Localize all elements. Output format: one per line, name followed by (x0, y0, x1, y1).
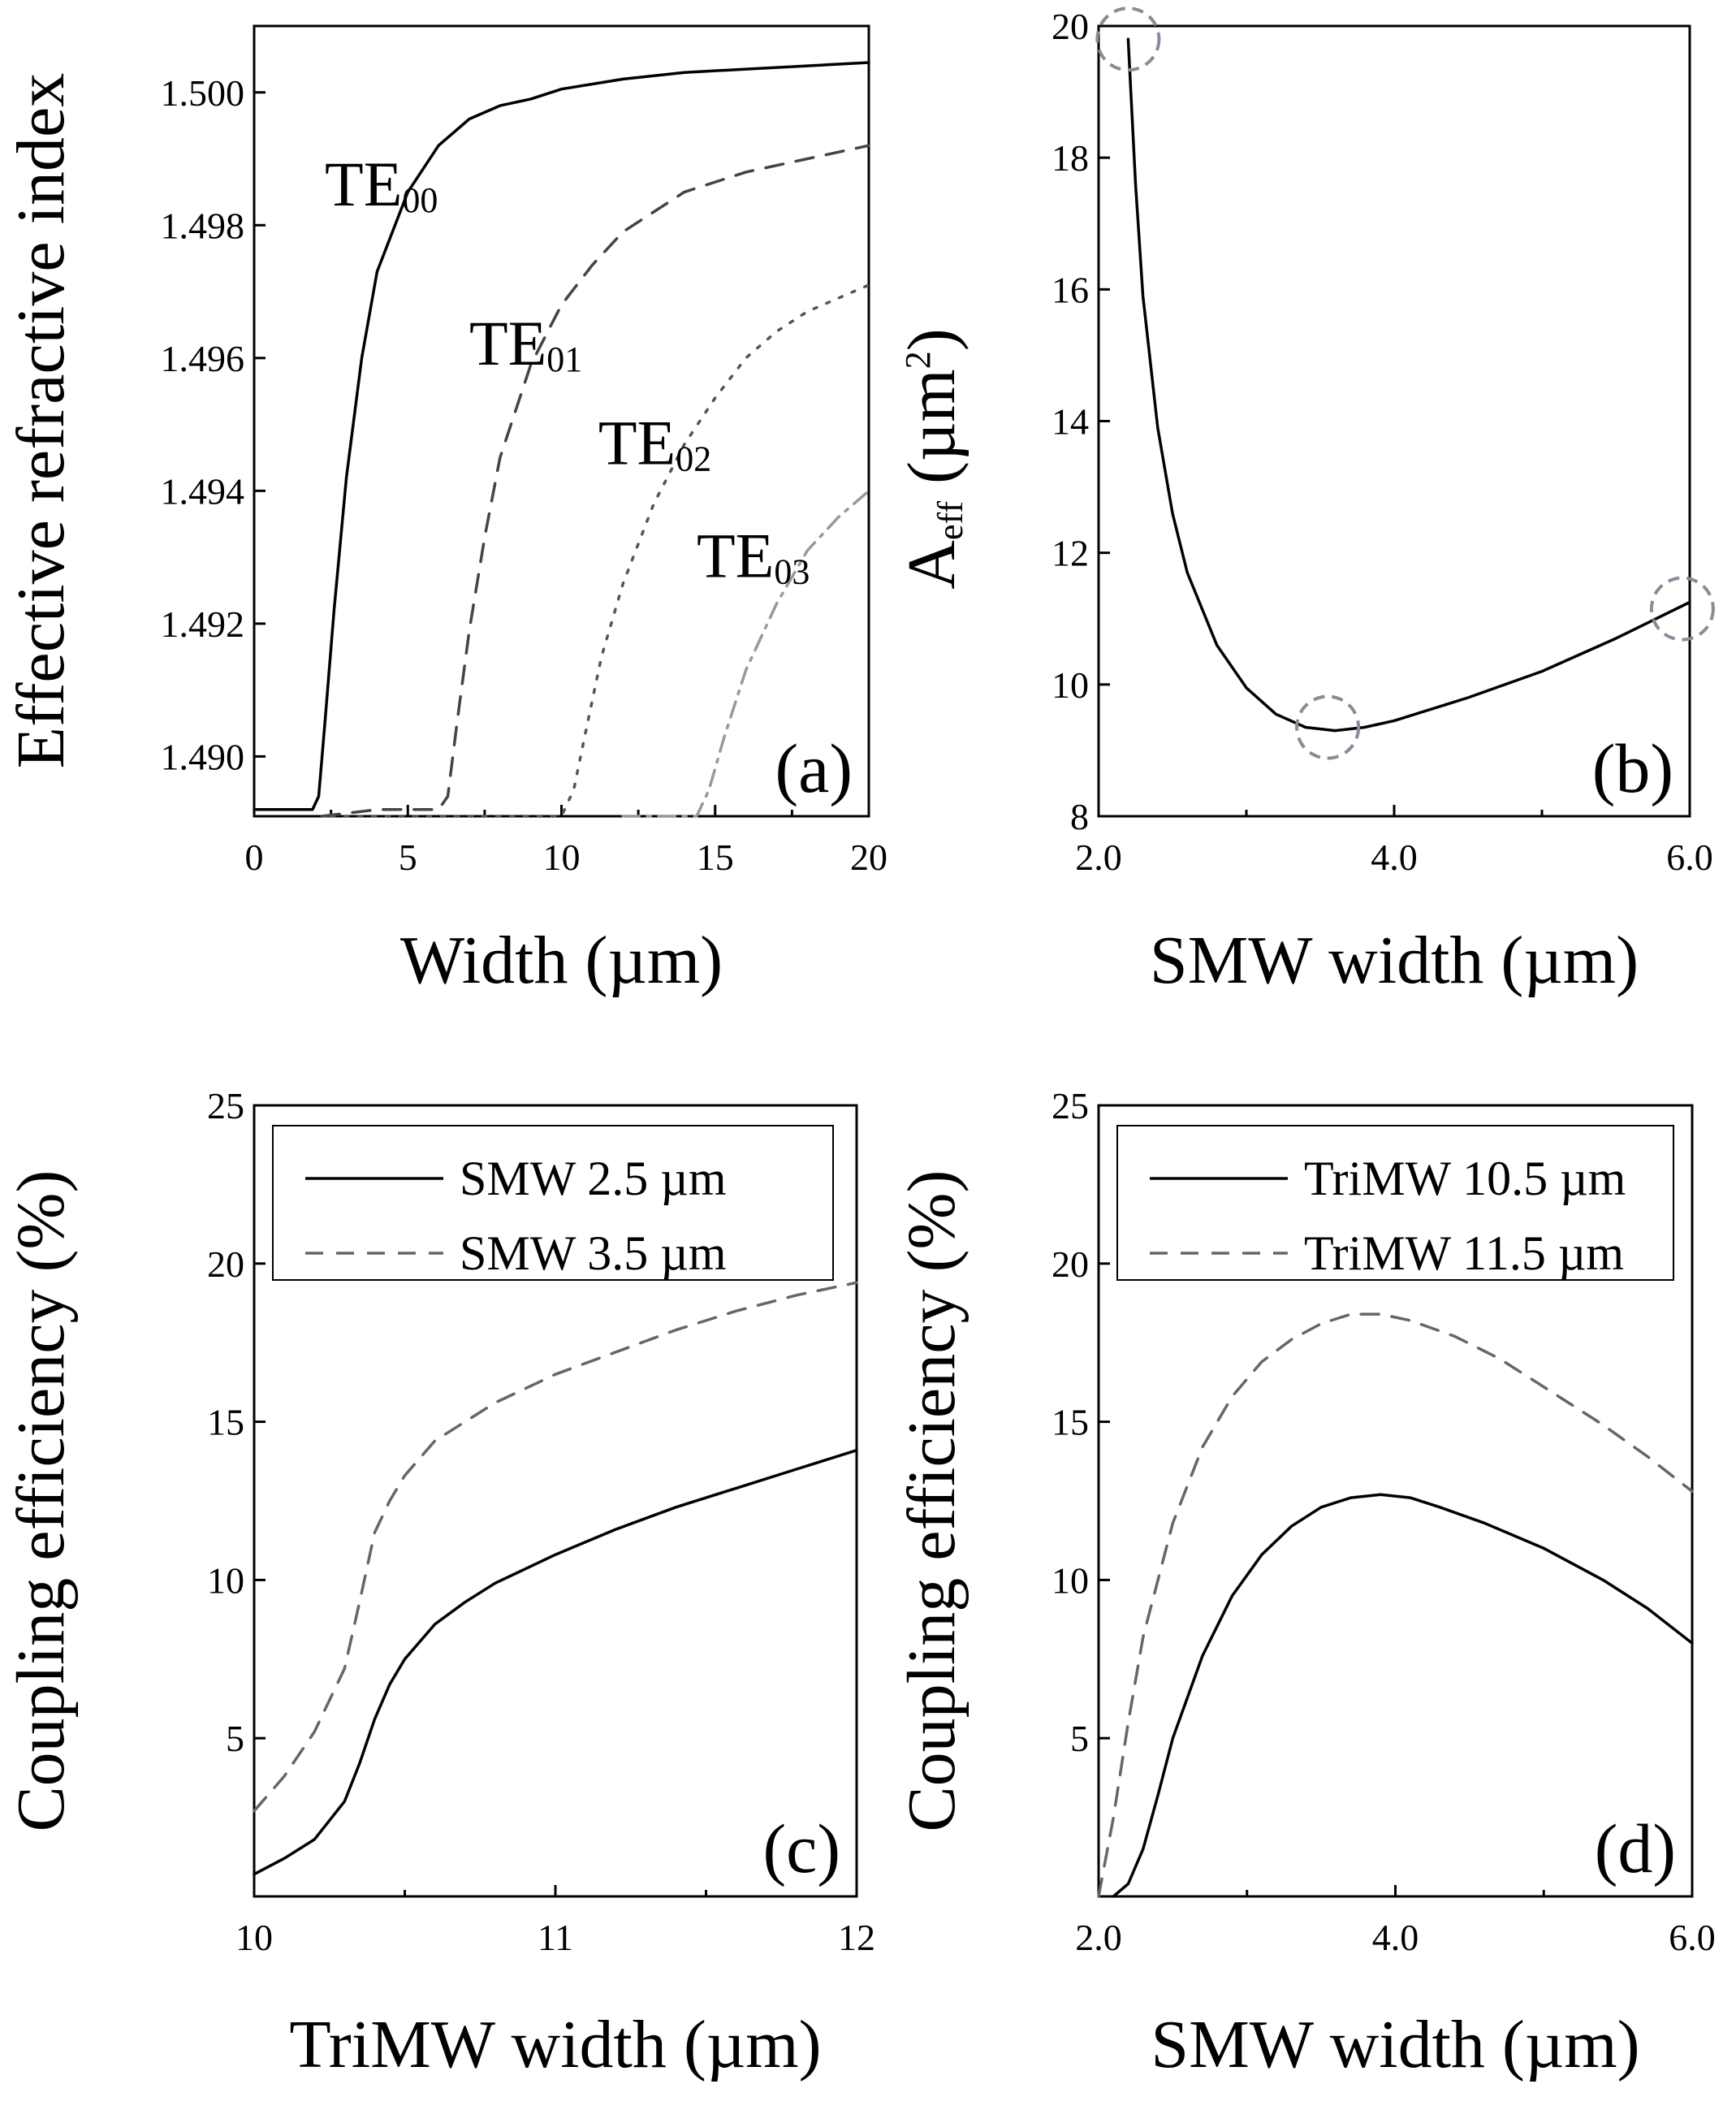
series-line-smw-2-5-m (253, 1448, 858, 1876)
y-tick-label: 25 (207, 1085, 244, 1126)
x-tick-label: 10 (235, 1917, 273, 1958)
chart-panel-b: 2.0 4.0 6.0 8 10 12 14 16 18 20 (b) SMW width (µm) A… (894, 6, 1715, 998)
y-tick-label: 1.500 (161, 72, 245, 114)
series-line-smw-3-5-m (253, 1281, 858, 1813)
y-tick-label: 20 (1052, 6, 1089, 47)
y-tick-label: 1.492 (161, 603, 245, 645)
highlight-circle (1295, 694, 1361, 760)
x-axis-label: SMW width (µm) (1150, 923, 1639, 998)
plot-frame (253, 24, 870, 818)
legend-label: SMW 3.5 µm (460, 1226, 727, 1280)
mode-label-subscript: 03 (774, 552, 810, 592)
y-tick-label: 1.496 (161, 338, 245, 379)
highlight-circle (1649, 576, 1715, 642)
series-line-te00 (253, 61, 870, 811)
series-line-trimw-11-5-m (1097, 1312, 1694, 1898)
y-tick-label: 15 (1052, 1402, 1089, 1443)
y-tick-label: 14 (1052, 401, 1089, 443)
x-tick-label: 4.0 (1371, 837, 1418, 878)
x-tick-label: 4.0 (1372, 1917, 1419, 1958)
x-tick-label: 6.0 (1666, 837, 1713, 878)
y-axis-label: Aeff (µm2) (894, 328, 970, 589)
mode-label-main: TE (325, 149, 402, 219)
series-line-trimw-10-5-m (1112, 1493, 1694, 1898)
mode-label-main: TE (598, 408, 676, 478)
mode-label-main: TE (697, 521, 774, 591)
x-tick-label: 15 (697, 837, 734, 878)
x-tick-label: 5 (399, 837, 417, 878)
y-axis-label: Coupling efficiency (%) (894, 1170, 969, 1832)
series-line-aeff (1126, 37, 1691, 733)
x-tick-label: 0 (245, 837, 264, 878)
mode-label-main: TE (469, 308, 546, 378)
y-tick-label: 25 (1052, 1085, 1089, 1126)
x-tick-label: 20 (850, 837, 887, 878)
mode-label-subscript: 00 (402, 180, 438, 220)
legend-box (1116, 1125, 1674, 1281)
legend-label: TriMW 11.5 µm (1304, 1226, 1624, 1280)
panel-label: (a) (775, 729, 853, 807)
x-tick-label: 6.0 (1669, 1917, 1716, 1958)
panel-label: (d) (1595, 1810, 1676, 1887)
y-tick-label: 1.498 (161, 205, 245, 246)
y-tick-label: 18 (1052, 137, 1089, 179)
highlight-circle (1095, 6, 1161, 72)
x-tick-label: 2.0 (1075, 837, 1122, 878)
y-tick-label: 16 (1052, 269, 1089, 310)
y-tick-label: 8 (1070, 796, 1089, 837)
y-tick-label: 5 (226, 1718, 244, 1759)
mode-label: TE03 (697, 521, 810, 592)
x-tick-label: 11 (538, 1917, 573, 1958)
x-axis-label: Width (µm) (400, 923, 723, 998)
chart-panel-c: 10 11 12 5 10 15 20 25 SMW 2.5 µm SMW 3.5 µm (c) Tr… (3, 1085, 875, 2082)
y-tick-label: 20 (1052, 1243, 1089, 1285)
legend-label: SMW 2.5 µm (460, 1152, 727, 1205)
x-axis-label: SMW width (µm) (1151, 2007, 1639, 2082)
panel-label: (c) (763, 1810, 840, 1887)
x-tick-label: 12 (838, 1917, 875, 1958)
mode-label-subscript: 02 (676, 439, 711, 479)
y-axis-label-part: A (894, 540, 969, 590)
panel-label: (b) (1592, 729, 1673, 807)
y-tick-label: 1.490 (161, 736, 245, 777)
series-line-te01 (320, 144, 870, 818)
mode-label: TE00 (325, 149, 438, 220)
y-tick-label: 1.494 (161, 470, 245, 512)
y-tick-label: 10 (1052, 664, 1089, 706)
chart-panel-a: 0 5 10 15 20 1.490 1.492 1.494 1.496 1.498 1.500 TE… (3, 24, 887, 998)
x-axis-label: TriMW width (µm) (289, 2007, 821, 2082)
chart-panel-d: 2.0 4.0 6.0 5 10 15 20 25 TriMW 10.5 µm TriMW 11.… (894, 1085, 1716, 2082)
y-tick-label: 10 (207, 1559, 244, 1601)
y-tick-label: 15 (207, 1402, 244, 1443)
y-axis-label: Effective refractive index (3, 73, 79, 769)
plot-frame (1097, 24, 1691, 818)
x-tick-label: 2.0 (1075, 1917, 1122, 1958)
y-tick-label: 12 (1052, 533, 1089, 574)
y-tick-label: 5 (1070, 1718, 1089, 1759)
y-axis-label-part: 2 (898, 351, 938, 369)
mode-label: TE01 (469, 308, 582, 379)
legend-box (272, 1125, 834, 1281)
y-axis-label: Coupling efficiency (%) (3, 1170, 79, 1832)
series-line-te03 (621, 489, 870, 818)
mode-label-subscript: 01 (546, 339, 582, 379)
y-axis-label-part: (µm (894, 369, 969, 501)
mode-label: TE02 (598, 408, 711, 479)
y-axis-label-part: ) (894, 328, 969, 351)
y-axis-label-part: eff (931, 501, 970, 540)
legend-label: TriMW 10.5 µm (1304, 1152, 1626, 1205)
x-tick-label: 10 (543, 837, 581, 878)
y-tick-label: 10 (1052, 1559, 1089, 1601)
y-tick-label: 20 (207, 1243, 244, 1285)
